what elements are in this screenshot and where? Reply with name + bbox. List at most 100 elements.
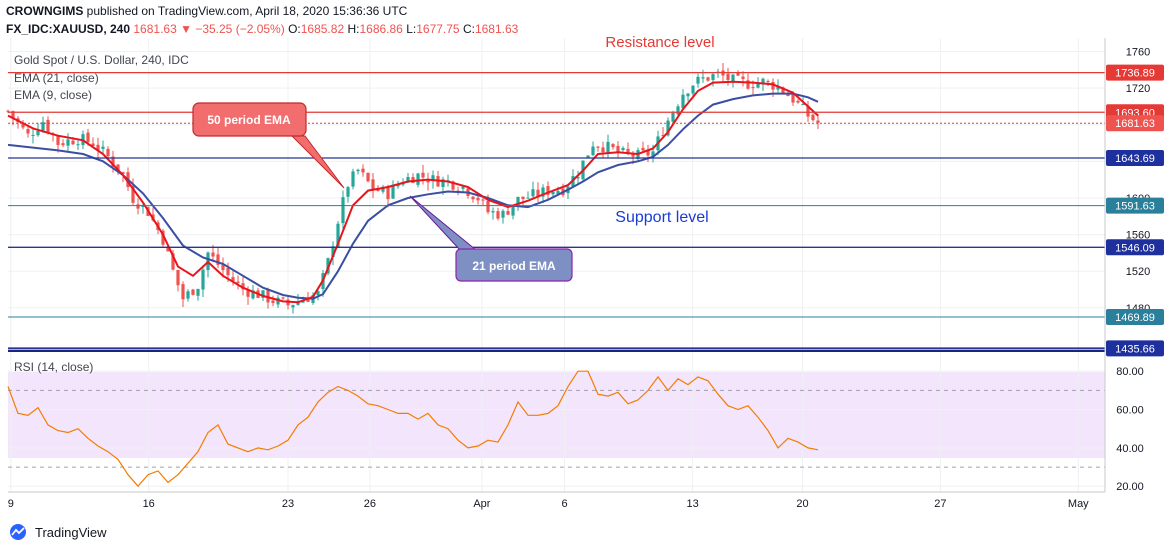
ema50-callout-label: 50 period EMA — [207, 113, 291, 127]
candle — [296, 293, 300, 306]
candle — [121, 171, 125, 183]
x-tick-label: 13 — [686, 498, 698, 510]
time-axis: 9 16 23 26 Apr 6 13 20 27 May — [8, 498, 1089, 510]
candle — [456, 186, 460, 196]
price-level-label: 1591.63 — [1106, 197, 1164, 214]
candle — [161, 228, 165, 248]
price-levels — [8, 71, 1105, 350]
ema9-legend[interactable]: EMA (9, close) — [14, 88, 93, 102]
candle — [386, 184, 390, 208]
candle — [711, 72, 715, 87]
candle — [231, 269, 235, 286]
candle — [511, 205, 515, 220]
candle — [686, 92, 690, 102]
candle — [371, 173, 375, 198]
svg-text:1736.89: 1736.89 — [1115, 68, 1155, 80]
candle — [61, 139, 65, 148]
ema50-callout: 50 period EMA — [192, 102, 345, 189]
low-value: 1677.75 — [416, 22, 460, 36]
candle — [131, 178, 135, 205]
rsi-line — [7, 370, 819, 488]
rsi-band-fill — [8, 372, 1105, 458]
candle — [616, 141, 620, 159]
candle — [96, 137, 100, 159]
candle — [271, 295, 275, 307]
candle — [726, 67, 730, 86]
candle — [21, 120, 25, 130]
rsi-bands — [8, 389, 1105, 468]
support-level-text: Support level — [615, 209, 708, 226]
candle — [346, 186, 350, 203]
candle — [291, 304, 295, 314]
candle — [46, 116, 50, 135]
candle — [391, 180, 395, 200]
ema-9-line — [7, 80, 819, 304]
y-tick-label: 1760 — [1126, 46, 1150, 58]
low-label: L: — [406, 22, 417, 36]
candle — [66, 133, 70, 152]
candle — [426, 172, 430, 191]
x-tick-label: 9 — [8, 498, 14, 510]
rsi-legend[interactable]: RSI (14, close) — [14, 360, 94, 374]
candle — [76, 138, 80, 150]
tradingview-name: TradingView — [35, 524, 107, 540]
instrument-legend[interactable]: Gold Spot / U.S. Dollar, 240, IDC — [14, 53, 189, 67]
candle — [796, 99, 800, 104]
y-tick-label: 1560 — [1126, 230, 1150, 242]
publisher-name: CROWNGIMS — [6, 4, 84, 18]
candle — [91, 137, 95, 148]
high-value: 1686.86 — [359, 22, 403, 36]
candle — [591, 141, 595, 157]
candle — [606, 134, 610, 159]
tradingview-brand[interactable]: TradingView — [6, 523, 107, 541]
candle — [811, 113, 815, 122]
candle — [341, 190, 345, 229]
candle — [701, 69, 705, 83]
candle — [816, 113, 820, 130]
symbol-name: FX_IDC:XAUUSD, 240 — [6, 22, 131, 36]
candle — [381, 184, 385, 194]
candle — [491, 207, 495, 220]
svg-text:1469.89: 1469.89 — [1115, 312, 1155, 324]
candle — [501, 209, 505, 224]
candle — [471, 195, 475, 203]
x-tick-label: Apr — [473, 498, 490, 510]
open-value: 1685.82 — [300, 22, 345, 36]
candle — [596, 145, 600, 152]
candle — [201, 265, 205, 297]
svg-text:1643.69: 1643.69 — [1115, 153, 1155, 165]
price-level-label: 1736.89 — [1106, 64, 1164, 81]
candle — [766, 79, 770, 87]
price-level-label: 1435.66 — [1106, 340, 1164, 357]
candle — [221, 257, 225, 278]
candle — [171, 250, 175, 271]
price-change: ▼ −35.25 (−2.05%) — [180, 22, 285, 36]
candle — [576, 170, 580, 186]
price-level-label: 1643.69 — [1106, 149, 1164, 166]
x-tick-label: 23 — [282, 498, 294, 510]
svg-text:1435.66: 1435.66 — [1115, 343, 1155, 355]
price-level-label: 1681.63 — [1106, 115, 1164, 132]
svg-text:1591.63: 1591.63 — [1115, 201, 1155, 213]
candle — [601, 141, 605, 158]
candle — [681, 89, 685, 110]
candle — [546, 181, 550, 200]
published-text: published on TradingView.com, April 18, … — [86, 4, 408, 18]
rsi-tick-label: 20.00 — [1116, 481, 1144, 493]
candle — [611, 143, 615, 150]
candle — [731, 73, 735, 88]
close-value: 1681.63 — [474, 22, 519, 36]
candle — [461, 185, 465, 192]
candle — [356, 168, 360, 175]
candle — [181, 281, 185, 307]
candle — [621, 146, 625, 152]
candle — [176, 269, 180, 292]
candle — [241, 275, 245, 296]
ema21-legend[interactable]: EMA (21, close) — [14, 71, 99, 85]
rsi-tick-label: 60.00 — [1116, 405, 1144, 417]
symbol-header: FX_IDC:XAUUSD, 240 1681.63 ▼ −35.25 (−2.… — [6, 22, 518, 36]
last-price: 1681.63 — [133, 22, 177, 36]
candle — [741, 71, 745, 87]
candle — [236, 275, 240, 290]
